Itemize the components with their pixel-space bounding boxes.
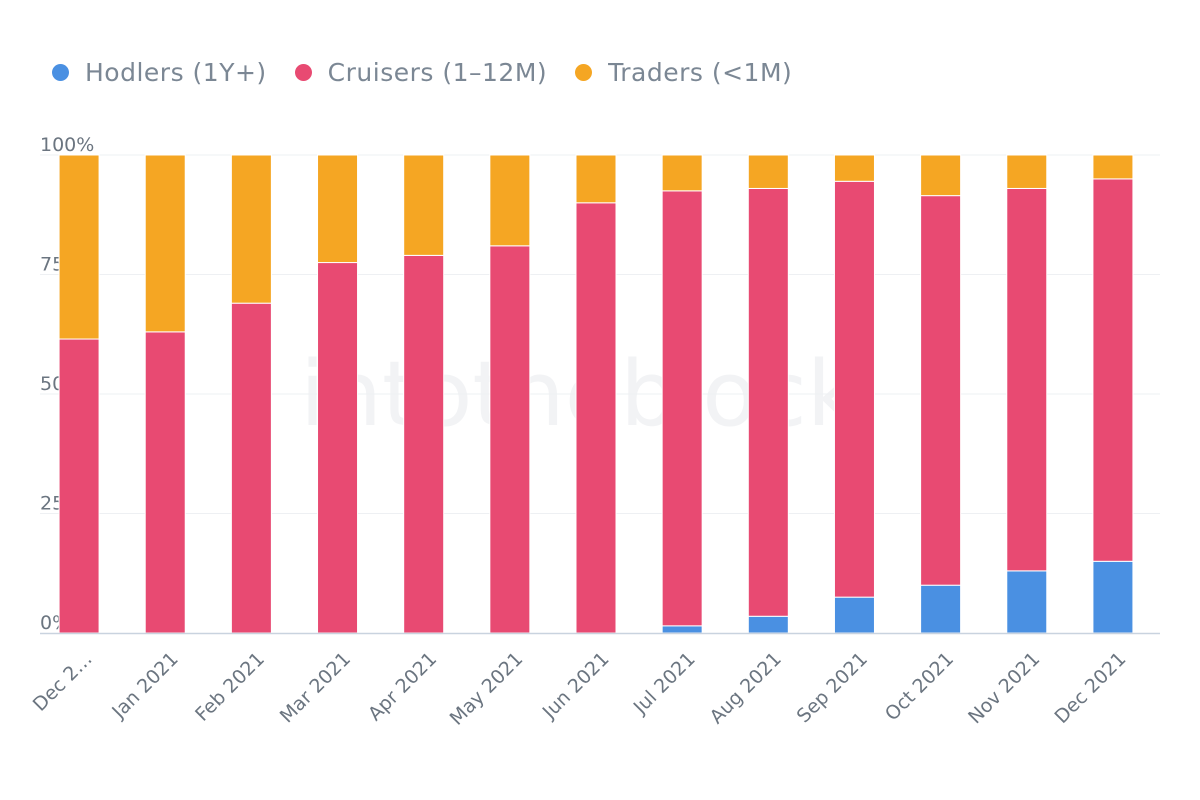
- bar-segment-traders-5[interactable]: [489, 154, 531, 247]
- bar-segment-cruisers-7[interactable]: [661, 190, 703, 627]
- legend-dot-icon: [294, 63, 312, 81]
- x-tick-label: Sep 2021: [793, 648, 872, 727]
- x-tick-label: Jun 2021: [538, 648, 614, 724]
- x-tick-label: May 2021: [446, 648, 528, 730]
- bar-segment-traders-9[interactable]: [833, 154, 875, 182]
- bar-segment-traders-7[interactable]: [661, 154, 703, 192]
- y-tick-label: 100%: [40, 134, 94, 156]
- legend-item-2[interactable]: Traders (<1M): [575, 58, 792, 87]
- bar-segment-traders-1[interactable]: [144, 154, 186, 333]
- bar-segment-hodlers-10[interactable]: [920, 584, 962, 634]
- x-tick-label: Mar 2021: [276, 648, 355, 727]
- x-tick-label: Jul 2021: [629, 648, 700, 719]
- legend-label: Cruisers (1–12M): [327, 57, 548, 87]
- bar-segment-cruisers-9[interactable]: [833, 180, 875, 598]
- bar-segment-cruisers-8[interactable]: [747, 187, 789, 617]
- legend-label: Hodlers (1Y+): [85, 57, 267, 87]
- bar-segment-traders-12[interactable]: [1092, 154, 1134, 180]
- bar-segment-hodlers-7[interactable]: [661, 625, 703, 634]
- x-axis-ticks: Dec 2… Jan 2021 Feb 2021 Mar 2021 Apr 2021 Ma…: [29, 648, 1131, 730]
- chart-legend: Hodlers (1Y+) Cruisers (1–12M) Traders (<1…: [52, 50, 820, 94]
- bar-segment-hodlers-12[interactable]: [1092, 560, 1134, 634]
- bar-segment-traders-0[interactable]: [58, 154, 100, 340]
- x-tick-label: Feb 2021: [191, 648, 269, 726]
- x-tick-label: Jan 2021: [107, 648, 182, 723]
- x-tick-label: Nov 2021: [964, 648, 1044, 728]
- x-tick-label: Apr 2021: [364, 648, 441, 725]
- bar-segment-cruisers-3[interactable]: [317, 262, 359, 634]
- bar-segment-cruisers-5[interactable]: [489, 245, 531, 634]
- bar-segment-traders-6[interactable]: [575, 154, 617, 204]
- bar-segment-cruisers-2[interactable]: [230, 302, 272, 634]
- bar-segment-traders-10[interactable]: [920, 154, 962, 197]
- legend-dot-icon: [575, 63, 593, 81]
- x-tick-label: Aug 2021: [706, 648, 786, 728]
- bar-segment-hodlers-8[interactable]: [747, 615, 789, 634]
- bar-segment-traders-2[interactable]: [230, 154, 272, 304]
- bar-segment-hodlers-9[interactable]: [833, 596, 875, 634]
- x-tick-label: Oct 2021: [881, 648, 958, 725]
- legend-label: Traders (<1M): [608, 57, 793, 87]
- bar-segment-cruisers-10[interactable]: [920, 195, 962, 586]
- x-tick-label: Dec 2…: [29, 648, 97, 716]
- bar-segment-cruisers-4[interactable]: [403, 254, 445, 634]
- bar-segment-cruisers-6[interactable]: [575, 202, 617, 634]
- bar-segment-cruisers-12[interactable]: [1092, 178, 1134, 562]
- x-tick-label: Dec 2021: [1050, 648, 1130, 728]
- legend-item-1[interactable]: Cruisers (1–12M): [294, 57, 548, 87]
- legend-dot-icon: [52, 63, 69, 81]
- bar-segment-cruisers-1[interactable]: [144, 331, 186, 634]
- bar-segment-traders-4[interactable]: [403, 154, 445, 256]
- legend-item-0[interactable]: Hodlers (1Y+): [52, 58, 267, 87]
- bar-segment-traders-11[interactable]: [1006, 154, 1048, 189]
- bar-segment-traders-8[interactable]: [747, 154, 789, 189]
- bar-segment-hodlers-11[interactable]: [1006, 570, 1048, 634]
- bars: [58, 154, 1134, 634]
- bar-segment-cruisers-11[interactable]: [1006, 187, 1048, 572]
- bar-segment-traders-3[interactable]: [317, 154, 359, 264]
- bar-segment-cruisers-0[interactable]: [58, 338, 100, 634]
